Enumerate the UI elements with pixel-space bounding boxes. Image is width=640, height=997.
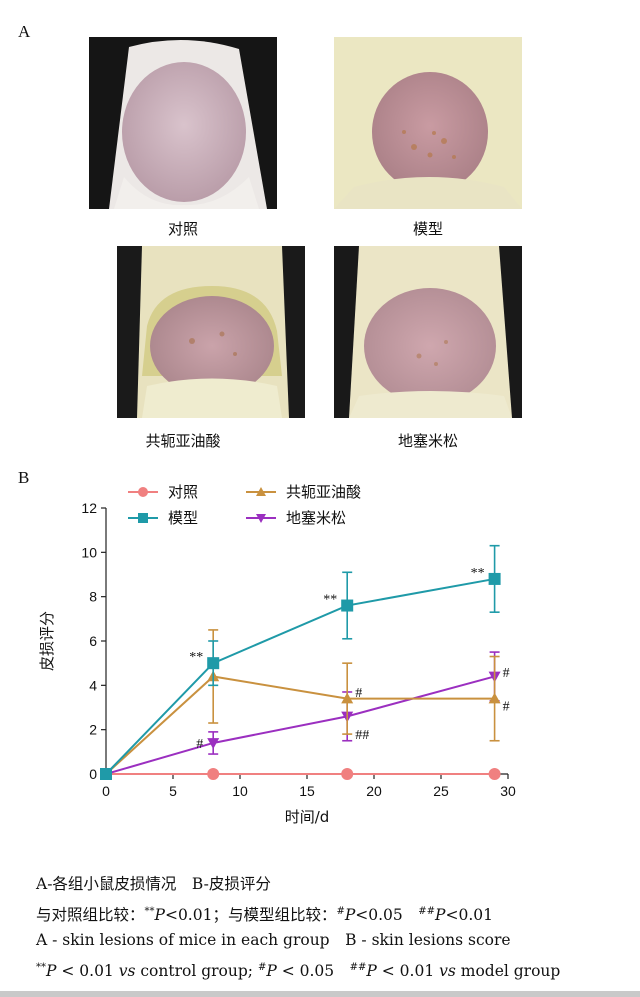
caption-text: < 0.05 [276, 962, 350, 980]
y-tick-label: 2 [89, 722, 97, 738]
significance-annotation: ** [471, 566, 485, 581]
caption-text: P [154, 906, 165, 924]
caption-text: ## [418, 906, 436, 917]
caption-text: model group [455, 962, 561, 980]
legend-label: 对照 [168, 483, 198, 501]
caption-text: < 0.01 [56, 962, 119, 980]
data-point [488, 692, 501, 704]
x-tick-label: 5 [169, 783, 177, 799]
caption-text: vs [118, 962, 136, 980]
caption-text: <0.01；与模型组比较： [164, 906, 337, 924]
caption-text: control group; [135, 962, 258, 980]
data-point [488, 572, 501, 585]
caption-text: ** [144, 906, 155, 917]
caption-text: P [366, 962, 377, 980]
legend-label: 共轭亚油酸 [286, 483, 361, 501]
series-line [105, 675, 495, 775]
y-tick-label: 12 [81, 500, 97, 516]
photo-model [334, 37, 522, 209]
caption-text: <0.05 [355, 906, 419, 924]
x-tick-label: 30 [500, 783, 516, 799]
legend-label: 地塞米松 [286, 509, 346, 527]
caption-line-2: 与对照组比较：**P<0.01；与模型组比较：#P<0.05 ##P<0.01 [36, 898, 493, 929]
legend-marker [256, 487, 266, 496]
caption-text: ## [349, 962, 367, 973]
panel-a-letter: A [18, 22, 31, 41]
y-tick-label: 10 [81, 544, 97, 560]
caption-text: 与对照组比较： [36, 906, 145, 924]
data-point [100, 768, 112, 780]
significance-annotation: # [355, 686, 362, 701]
x-tick-label: 15 [299, 783, 315, 799]
caption-text: ** [36, 962, 46, 973]
caption-text: < 0.01 [376, 962, 440, 980]
photo-label-cla: 共轭亚油酸 [145, 432, 221, 450]
bottom-rule [0, 991, 640, 997]
caption-text: P [435, 906, 446, 924]
data-point [341, 768, 354, 780]
photo-control [89, 37, 277, 209]
significance-annotation: ## [355, 728, 369, 743]
photo-label-model: 模型 [412, 220, 443, 238]
data-point [207, 738, 220, 749]
legend-marker [138, 513, 148, 523]
caption-text: vs [439, 962, 456, 980]
legend-marker [256, 514, 266, 523]
significance-annotation: # [503, 666, 510, 681]
caption-line-3: A - skin lesions of mice in each group B… [36, 931, 511, 949]
data-point [488, 768, 501, 780]
data-point [207, 768, 220, 780]
data-point [207, 657, 220, 670]
x-axis-label: 时间/d [285, 808, 330, 826]
data-point [341, 692, 354, 704]
x-tick-label: 25 [433, 783, 449, 799]
photo-cla [117, 246, 305, 418]
caption-text: # [257, 962, 267, 973]
x-tick-label: 0 [102, 783, 110, 799]
photo-dexamethasone [334, 246, 522, 418]
significance-annotation: ** [323, 593, 337, 608]
caption-text: P [46, 962, 57, 980]
y-tick-label: 6 [89, 633, 97, 649]
series-line [105, 577, 495, 775]
caption-text: P [266, 962, 277, 980]
y-tick-label: 8 [89, 589, 97, 605]
panel-b-letter: B [18, 468, 30, 487]
caption-text: <0.01 [445, 906, 493, 924]
significance-annotation: # [196, 737, 203, 752]
caption-text: # [336, 906, 345, 917]
series-line [105, 675, 495, 775]
data-point [341, 599, 354, 612]
legend-marker [138, 487, 148, 497]
significance-annotation: ** [189, 650, 203, 665]
caption-text: P [344, 906, 356, 924]
photo-label-dexamethasone: 地塞米松 [397, 432, 458, 450]
caption-line-4: **P < 0.01 vs control group; #P < 0.05 #… [36, 954, 560, 985]
legend-label: 模型 [168, 509, 198, 527]
caption-line-1: A-各组小鼠皮损情况 B-皮损评分 [36, 875, 271, 893]
y-tick-label: 4 [89, 677, 97, 693]
y-tick-label: 0 [89, 766, 97, 782]
significance-annotation: # [503, 699, 510, 714]
photo-label-control: 对照 [167, 220, 198, 238]
x-tick-label: 20 [366, 783, 382, 799]
x-tick-label: 10 [232, 783, 248, 799]
y-axis-label: 皮损评分 [38, 611, 56, 671]
